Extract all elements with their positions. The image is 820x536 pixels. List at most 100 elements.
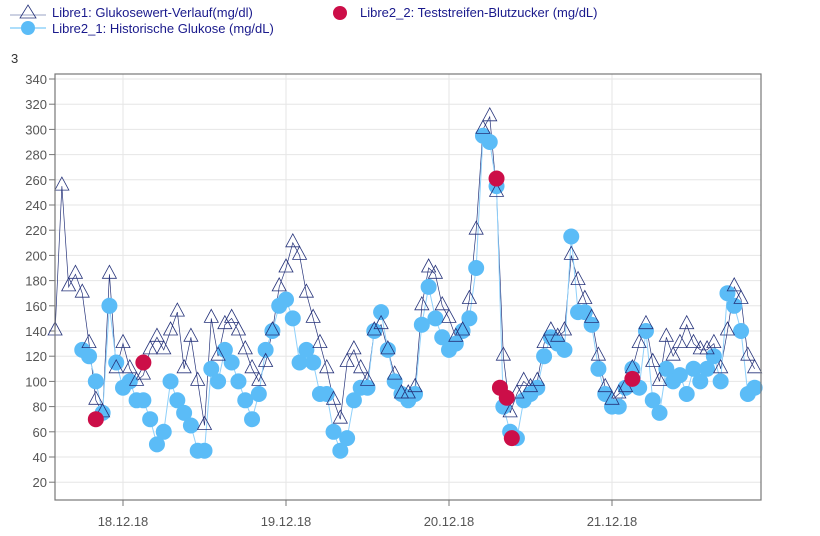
y-tick-label: 200 xyxy=(25,248,47,263)
historic-glucose-point xyxy=(244,411,261,428)
historic-glucose-point xyxy=(298,341,315,358)
plot-frame xyxy=(54,73,762,501)
glucose-trend-point xyxy=(583,308,600,323)
glucose-trend-point xyxy=(719,321,736,336)
glucose-trend-point xyxy=(468,220,484,235)
glucose-trend-point xyxy=(278,258,294,273)
glucose-trend-point xyxy=(488,182,505,197)
glucose-trend-point xyxy=(298,283,315,298)
glucose-trend-point xyxy=(257,352,274,367)
glucose-trend-point xyxy=(529,371,545,386)
glucose-trend-point xyxy=(108,358,124,374)
glucose-trend-point xyxy=(115,333,131,349)
glucose-trend-point xyxy=(190,371,206,386)
y-tick-label: 220 xyxy=(25,223,47,238)
glucose-trend-point xyxy=(726,277,742,292)
glucose-trend-point xyxy=(414,295,430,311)
glucose-trend-point xyxy=(359,371,376,386)
historic-glucose-point xyxy=(325,423,342,440)
historic-glucose-point xyxy=(658,360,675,377)
historic-glucose-point xyxy=(155,423,172,440)
historic-glucose-point xyxy=(699,360,716,377)
glucose-trend-point xyxy=(325,390,342,405)
libre2-1-points xyxy=(74,127,763,459)
glucose-trend-point xyxy=(156,340,172,355)
historic-glucose-point xyxy=(284,310,301,327)
historic-glucose-point xyxy=(182,417,199,434)
test-strip-point xyxy=(135,354,152,371)
x-tick-label: 19.12.18 xyxy=(261,514,312,529)
test-strip-point xyxy=(624,370,641,387)
historic-glucose-point xyxy=(427,310,444,327)
circle-marker-icon xyxy=(10,21,46,35)
glucose-trend-point xyxy=(162,321,179,336)
glucose-trend-point xyxy=(122,358,138,374)
historic-glucose-point xyxy=(203,360,220,377)
glucose-trend-point xyxy=(454,321,471,336)
glucose-trend-point xyxy=(570,270,586,286)
glucose-trend-point xyxy=(380,340,396,355)
y-tick-label: 300 xyxy=(25,122,47,137)
historic-glucose-point xyxy=(420,278,437,295)
historic-glucose-point xyxy=(230,373,247,390)
historic-glucose-point xyxy=(685,360,702,377)
libre2-1-line xyxy=(81,134,755,452)
glucose-trend-point xyxy=(149,327,165,342)
historic-glucose-point xyxy=(148,436,165,453)
glucose-trend-point xyxy=(196,415,213,430)
red-circle-marker-icon xyxy=(333,6,347,20)
y-tick-label: 240 xyxy=(25,198,47,213)
glucose-trend-point xyxy=(638,314,654,330)
glucose-trend-point xyxy=(230,321,247,336)
glucose-trend-point xyxy=(407,377,423,393)
historic-glucose-point xyxy=(610,398,627,415)
test-strip-point xyxy=(503,430,520,447)
glucose-trend-point xyxy=(740,346,756,361)
glucose-trend-point xyxy=(577,289,593,304)
glucose-trend-point xyxy=(264,321,281,336)
historic-glucose-point xyxy=(142,411,159,428)
glucose-trend-point xyxy=(556,321,573,336)
glucose-trend-point xyxy=(142,340,158,355)
glucose-trend-point xyxy=(237,340,253,355)
glucose-trend-point xyxy=(706,333,722,349)
y-tick-label: 280 xyxy=(25,148,47,163)
historic-glucose-point xyxy=(366,323,383,339)
glucose-trend-point xyxy=(74,283,90,298)
glucose-trend-point xyxy=(353,358,369,374)
glucose-trend-point xyxy=(658,327,675,342)
glucose-trend-point xyxy=(332,409,349,424)
glucose-trend-point xyxy=(434,295,450,311)
glucose-trend-point xyxy=(312,333,328,349)
historic-glucose-point xyxy=(291,354,308,371)
x-tick-label: 18.12.18 xyxy=(98,514,149,529)
glucose-trend-point xyxy=(509,384,525,399)
y-tick-label: 180 xyxy=(25,274,47,289)
glucose-trend-point xyxy=(373,314,389,330)
glucose-trend-point xyxy=(339,352,355,367)
glucose-trend-point xyxy=(543,321,559,336)
glucose-trend-point xyxy=(67,264,84,279)
historic-glucose-point xyxy=(413,316,430,333)
historic-glucose-point xyxy=(101,297,118,314)
legend-item-libre1[interactable]: Libre1: Glukosewert-Verlauf(mg/dl) xyxy=(8,3,253,21)
historic-glucose-point xyxy=(637,323,654,339)
libre1-line xyxy=(54,115,755,426)
glucose-trend-point xyxy=(135,365,152,380)
historic-glucose-point xyxy=(332,442,349,459)
historic-glucose-point xyxy=(651,404,668,421)
test-strip-point xyxy=(498,389,515,406)
libre1-connector xyxy=(54,115,755,426)
glucose-trend-point xyxy=(271,277,287,292)
y-tick-label: 320 xyxy=(25,97,47,112)
historic-glucose-point xyxy=(468,260,485,276)
y-tick-label: 340 xyxy=(25,72,47,87)
historic-glucose-point xyxy=(223,354,240,371)
historic-glucose-point xyxy=(563,228,580,245)
legend-item-libre2-2[interactable]: Libre2_2: Teststreifen-Blutzucker (mg/dL… xyxy=(328,3,597,21)
glucose-trend-point xyxy=(461,289,478,304)
glucose-trend-point xyxy=(651,371,668,386)
glucose-trend-point xyxy=(319,358,335,374)
legend-item-libre2-1[interactable]: Libre2_1: Historische Glukose (mg/dL) xyxy=(8,19,274,37)
